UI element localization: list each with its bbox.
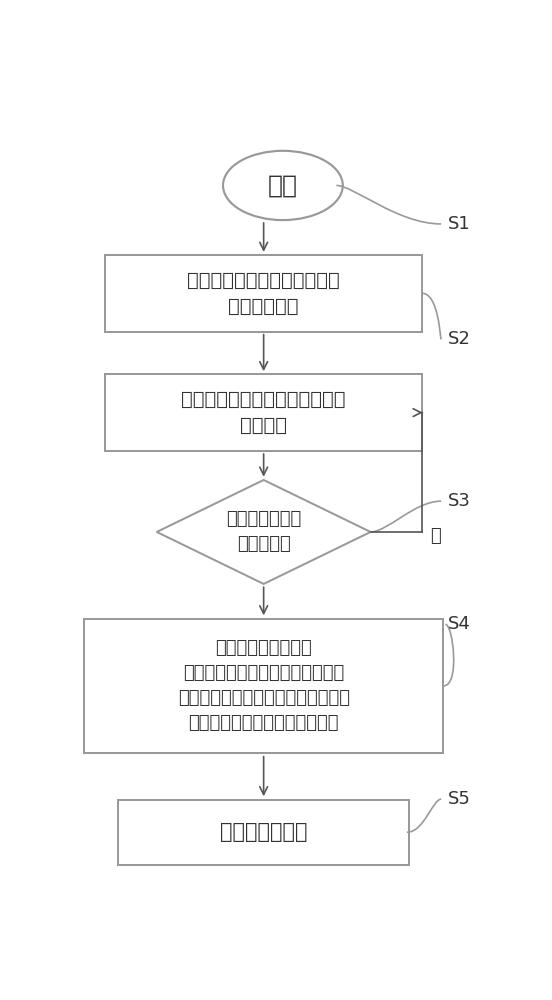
Bar xyxy=(105,374,422,451)
Text: 铺布机构铺布，铺布过程中计量
所铺层数: 铺布机构铺布，铺布过程中计量 所铺层数 xyxy=(182,390,346,435)
Bar xyxy=(105,255,422,332)
Bar xyxy=(118,800,409,865)
Ellipse shape xyxy=(223,151,343,220)
Text: S1: S1 xyxy=(448,215,470,233)
Text: S4: S4 xyxy=(448,615,470,633)
Polygon shape xyxy=(157,480,370,584)
Text: S3: S3 xyxy=(448,492,470,510)
Text: 打标机构调用版图，
铺布机构继续铺设最后一层布料，
随最后一层布料的铺设打标机构延后
一段距离后开始按版图进行打标: 打标机构调用版图， 铺布机构继续铺设最后一层布料， 随最后一层布料的铺设打标机构… xyxy=(178,639,349,732)
Text: S2: S2 xyxy=(448,330,470,348)
Text: S5: S5 xyxy=(448,790,470,808)
Text: 铺布和打标结束: 铺布和打标结束 xyxy=(220,822,307,842)
Bar xyxy=(84,619,443,753)
Text: 开始: 开始 xyxy=(268,173,298,197)
Text: 在总控制器内存设参数、打标
所用的版图等: 在总控制器内存设参数、打标 所用的版图等 xyxy=(187,270,340,316)
Text: 铺设层数是否为
倒数第二层: 铺设层数是否为 倒数第二层 xyxy=(226,510,301,553)
Text: 否: 否 xyxy=(431,527,441,545)
